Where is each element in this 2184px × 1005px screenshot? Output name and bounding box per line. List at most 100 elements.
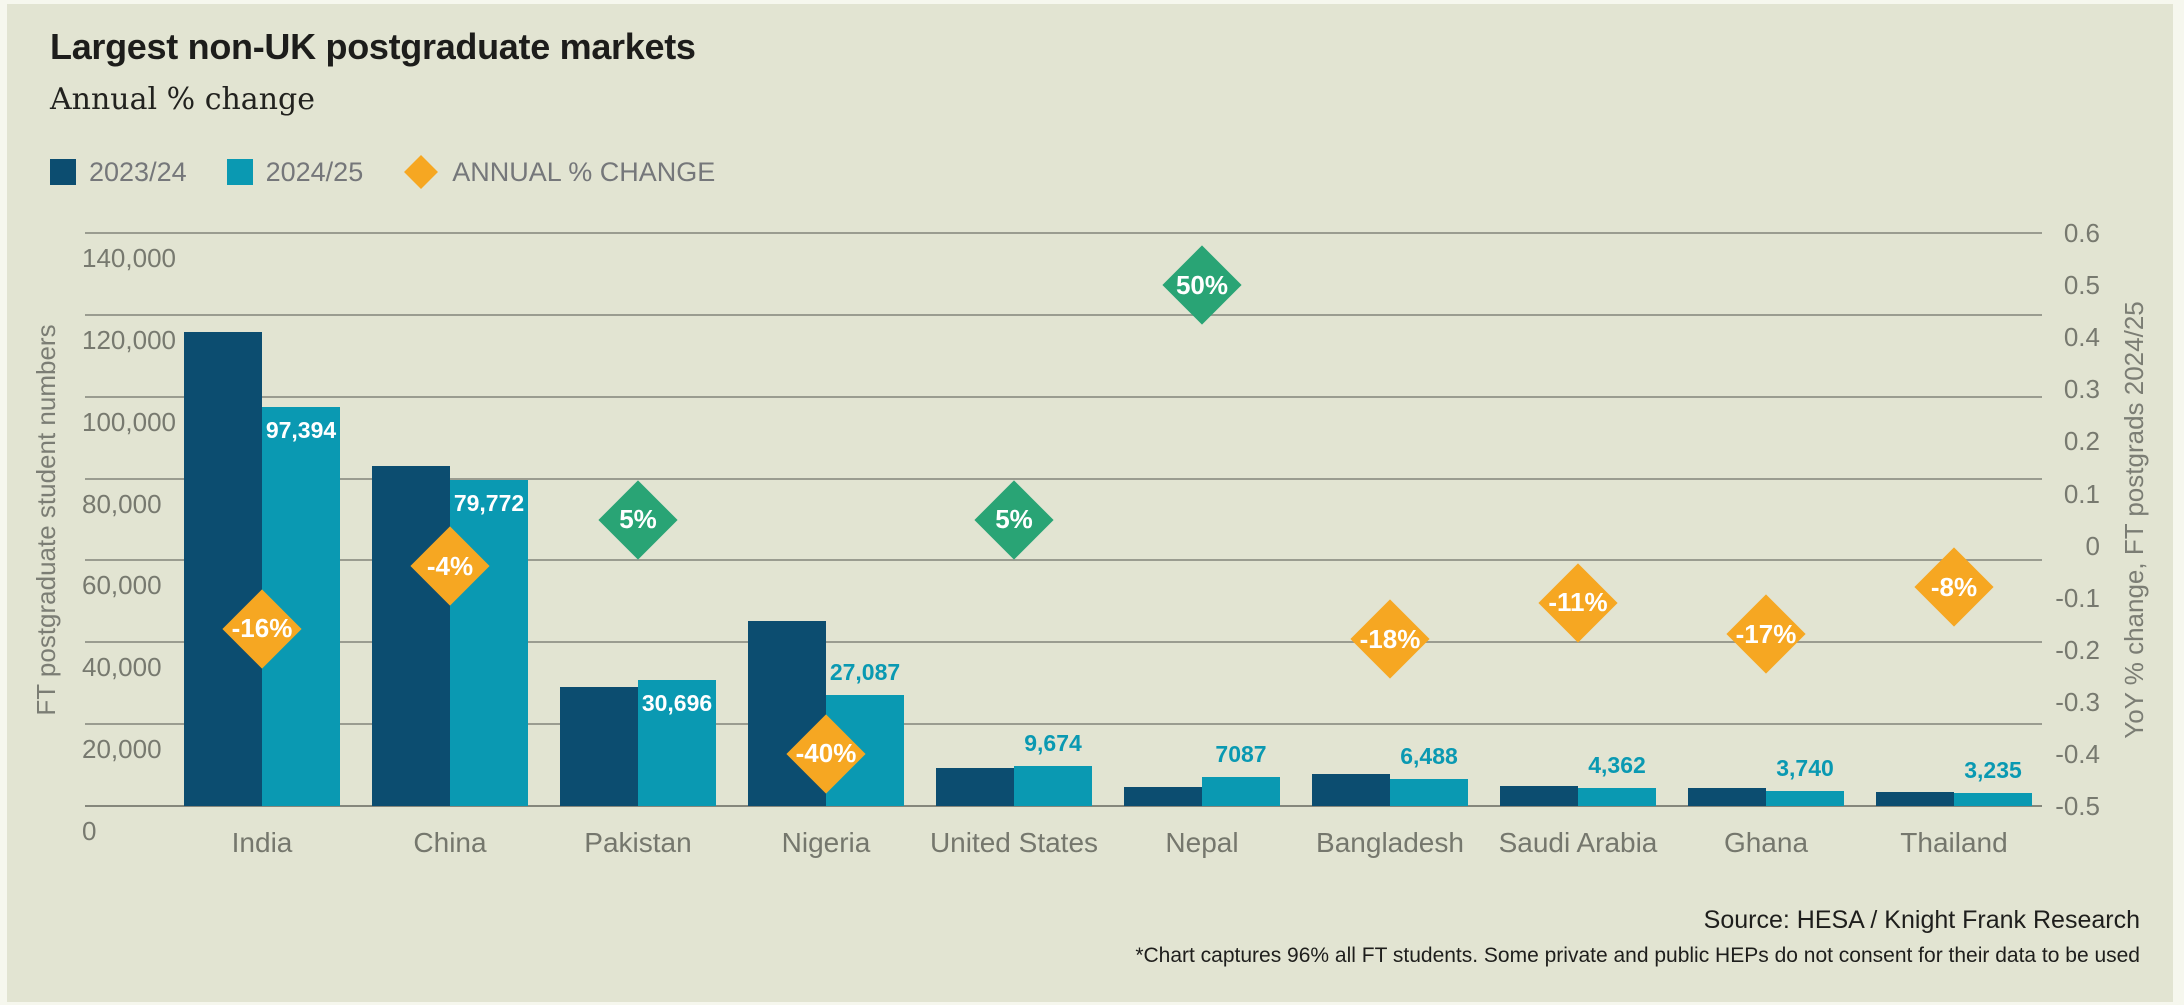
bar-value-label-pakistan: 30,696 <box>641 690 713 717</box>
bar-2023-24-bangladesh <box>1312 773 1390 806</box>
bar-2023-24-india <box>184 331 262 806</box>
legend-swatch-2024-25-icon <box>226 159 253 185</box>
page-edge-bottom <box>0 1002 2184 1005</box>
gridline-60000 <box>85 559 2042 562</box>
y-axis-tick-right-0: 0 <box>2085 530 2100 561</box>
change-diamond-label-ghana: -17% <box>1735 618 1797 649</box>
y-axis-tick-left-80-000: 80,000 <box>82 488 162 519</box>
page-subtitle: Annual % change <box>50 82 315 117</box>
legend-swatch-2023-24-icon <box>50 159 76 185</box>
x-category-label-china: China <box>413 827 487 858</box>
y-axis-tick-left-40-000: 40,000 <box>82 652 162 683</box>
x-category-label-india: India <box>231 827 293 858</box>
bar-2024-25-thailand <box>1954 792 2032 806</box>
y-axis-tick-left-100-000: 100,000 <box>82 406 176 437</box>
bar-2023-24-saudi-arabia <box>1500 785 1578 806</box>
gridline-100000 <box>85 395 2042 398</box>
change-diamond-india: -16% <box>222 589 302 669</box>
y-axis-tick-right-0-1: 0.1 <box>2063 478 2100 509</box>
bar-value-label-ghana: 3,740 <box>1776 754 1834 781</box>
bar-2023-24-united-states <box>936 768 1014 806</box>
change-diamond-label-bangladesh: -18% <box>1359 623 1421 654</box>
legend-item-2023-24: 2023/24 <box>50 157 187 188</box>
change-diamond-label-china: -4% <box>426 550 474 581</box>
y-axis-tick-right-0-5: 0.5 <box>2063 270 2100 301</box>
x-category-label-nigeria: Nigeria <box>781 827 871 858</box>
bar-2024-25-china <box>450 479 528 806</box>
bar-value-label-thailand: 3,235 <box>1964 756 2022 783</box>
bar-2023-24-china <box>372 465 450 806</box>
y-axis-tick-right--0-1: -0.1 <box>2055 582 2100 613</box>
change-diamond-nigeria: -40% <box>786 714 866 794</box>
gridline-0 <box>85 805 2042 807</box>
y-axis-tick-right-0-4: 0.4 <box>2063 322 2100 353</box>
change-diamond-pakistan: 5% <box>598 479 678 560</box>
change-diamond-united-states: 5% <box>974 479 1054 560</box>
change-diamond-label-united-states: 5% <box>995 504 1033 534</box>
y-axis-tick-left-60-000: 60,000 <box>82 570 162 601</box>
change-diamond-label-thailand: -8% <box>1930 571 1978 602</box>
change-diamond-label-saudi-arabia: -11% <box>1548 587 1608 618</box>
legend-label-2024-25: 2024/25 <box>265 156 364 187</box>
change-diamond-label-india: -16% <box>231 613 293 644</box>
gridline-40000 <box>85 641 2042 644</box>
change-diamond-label-pakistan: 5% <box>619 504 657 534</box>
gridline-20000 <box>85 723 2042 726</box>
change-diamond-label-nigeria: -40% <box>795 738 857 769</box>
change-diamond-label-nepal: 50% <box>1175 269 1229 300</box>
right-axis-title: YoY % change, FT postgrads 2024/25 <box>2119 301 2149 739</box>
y-axis-tick-right-0-2: 0.2 <box>2063 426 2100 457</box>
change-diamond-china: -4% <box>410 526 490 606</box>
footnote-text: *Chart captures 96% all FT students. Som… <box>1135 944 2140 967</box>
legend-label-annual-change: ANNUAL % CHANGE <box>452 156 716 187</box>
bar-2024-25-nepal <box>1202 777 1280 806</box>
source-text: Source: HESA / Knight Frank Research <box>1703 906 2140 934</box>
x-category-label-united-states: United States <box>929 827 1099 858</box>
left-axis-title: FT postgraduate student numbers <box>31 324 61 716</box>
x-category-label-thailand: Thailand <box>1900 827 2008 858</box>
bar-value-label-united-states: 9,674 <box>1024 730 1082 757</box>
legend-item-annual-change: ANNUAL % CHANGE <box>403 154 715 190</box>
y-axis-tick-right--0-4: -0.4 <box>2055 738 2100 769</box>
bar-value-label-bangladesh: 6,488 <box>1400 743 1458 770</box>
bar-2023-24-nepal <box>1124 786 1202 806</box>
y-axis-tick-right--0-5: -0.5 <box>2055 791 2100 821</box>
bar-2024-25-united-states <box>1014 766 1092 806</box>
x-category-label-nepal: Nepal <box>1165 827 1239 858</box>
y-axis-tick-left-120-000: 120,000 <box>82 324 176 355</box>
y-axis-tick-left-20-000: 20,000 <box>82 734 162 765</box>
x-category-label-saudi-arabia: Saudi Arabia <box>1498 827 1658 858</box>
page-edge-right <box>2173 0 2184 1005</box>
page-edge-left <box>0 0 7 1005</box>
change-diamond-nepal: 50% <box>1162 245 1242 325</box>
x-category-label-bangladesh: Bangladesh <box>1316 827 1464 858</box>
bar-value-label-india: 97,394 <box>265 417 337 444</box>
bar-2024-25-bangladesh <box>1390 779 1468 806</box>
change-diamond-saudi-arabia: -11% <box>1538 563 1618 643</box>
bar-value-label-china: 79,772 <box>453 489 525 516</box>
bar-2023-24-pakistan <box>560 686 638 806</box>
y-axis-tick-left-0: 0 <box>82 816 97 846</box>
bar-2023-24-ghana <box>1688 787 1766 806</box>
bar-value-label-saudi-arabia: 4,362 <box>1588 752 1646 779</box>
bar-2024-25-ghana <box>1766 790 1844 806</box>
page-title: Largest non-UK postgraduate markets <box>50 26 696 67</box>
y-axis-tick-right--0-2: -0.2 <box>2055 634 2100 665</box>
gridline-140000 <box>85 232 2042 234</box>
change-diamond-thailand: -8% <box>1914 547 1994 627</box>
legend-item-2024-25: 2024/25 <box>226 156 364 188</box>
legend: 2023/24 2024/25 ANNUAL % CHANGE <box>50 154 715 190</box>
x-category-label-ghana: Ghana <box>1723 827 1809 858</box>
legend-label-2023-24: 2023/24 <box>89 156 187 187</box>
bar-value-label-nepal: 7087 <box>1215 741 1267 767</box>
bar-value-label-nigeria: 27,087 <box>829 659 901 686</box>
bar-2024-25-pakistan <box>638 680 716 806</box>
bar-2024-25-saudi-arabia <box>1578 788 1656 806</box>
y-axis-tick-right-0-3: 0.3 <box>2063 374 2100 405</box>
x-category-label-pakistan: Pakistan <box>584 827 692 858</box>
y-axis-tick-right-0-6: 0.6 <box>2063 218 2100 248</box>
page-edge-top <box>0 0 2184 4</box>
y-axis-tick-left-140-000: 140,000 <box>82 243 176 273</box>
